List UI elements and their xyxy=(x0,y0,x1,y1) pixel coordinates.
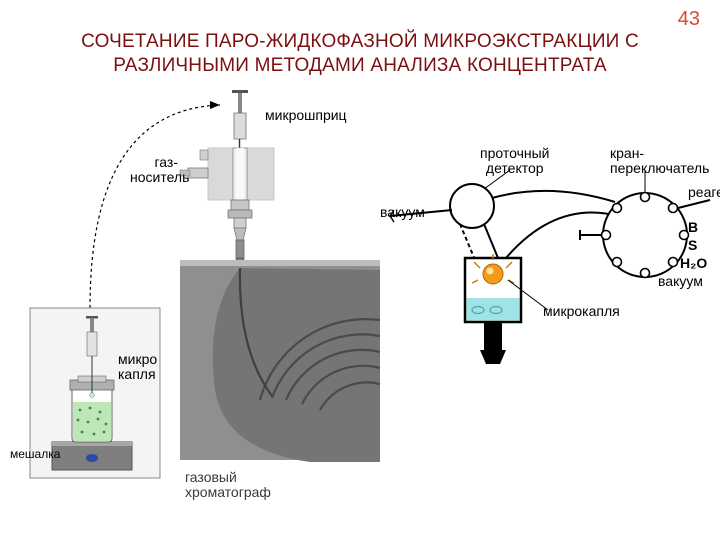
right-diagram: проточный детектор кран- переключатель в… xyxy=(380,150,720,410)
left-diagram-svg xyxy=(10,90,380,520)
label-microsyringe: микрошприц xyxy=(265,108,347,123)
title-line-1: СОЧЕТАНИЕ ПАРО-ЖИДКОФАЗНОЙ МИКРОЭКСТРАКЦ… xyxy=(81,31,639,52)
page-title: СОЧЕТАНИЕ ПАРО-ЖИДКОФАЗНОЙ МИКРОЭКСТРАКЦ… xyxy=(0,30,720,78)
valve-icon xyxy=(580,193,689,278)
fitting-icon xyxy=(228,200,252,268)
label-carrier-gas: газ- носитель xyxy=(130,155,178,186)
label-reagent: реагент xyxy=(688,185,720,200)
label-valve: кран- переключатель xyxy=(610,146,709,177)
label-microdrop-left: микро капля xyxy=(118,352,157,383)
title-line-2: РАЗЛИЧНЫМИ МЕТОДАМИ АНАЛИЗА КОНЦЕНТРАТА xyxy=(113,55,607,76)
label-gc: газовый хроматограф xyxy=(185,470,271,501)
page-number: 43 xyxy=(678,8,700,31)
label-vacuum-left: вакуум xyxy=(380,205,425,220)
injector-block-icon xyxy=(180,148,274,200)
port-S: S xyxy=(688,238,697,253)
flow-cell-icon xyxy=(465,254,521,364)
port-H2O: H₂O xyxy=(680,256,707,271)
label-microdrop: микрокапля xyxy=(543,304,620,319)
left-diagram: микрошприц газ- носитель микро капля меш… xyxy=(10,90,380,520)
port-B: B xyxy=(688,220,698,235)
label-flow-detector: проточный детектор xyxy=(480,146,550,177)
label-stirrer: мешалка xyxy=(10,448,60,461)
port-vacuum: вакуум xyxy=(658,274,703,289)
gc-body-icon xyxy=(180,260,380,462)
